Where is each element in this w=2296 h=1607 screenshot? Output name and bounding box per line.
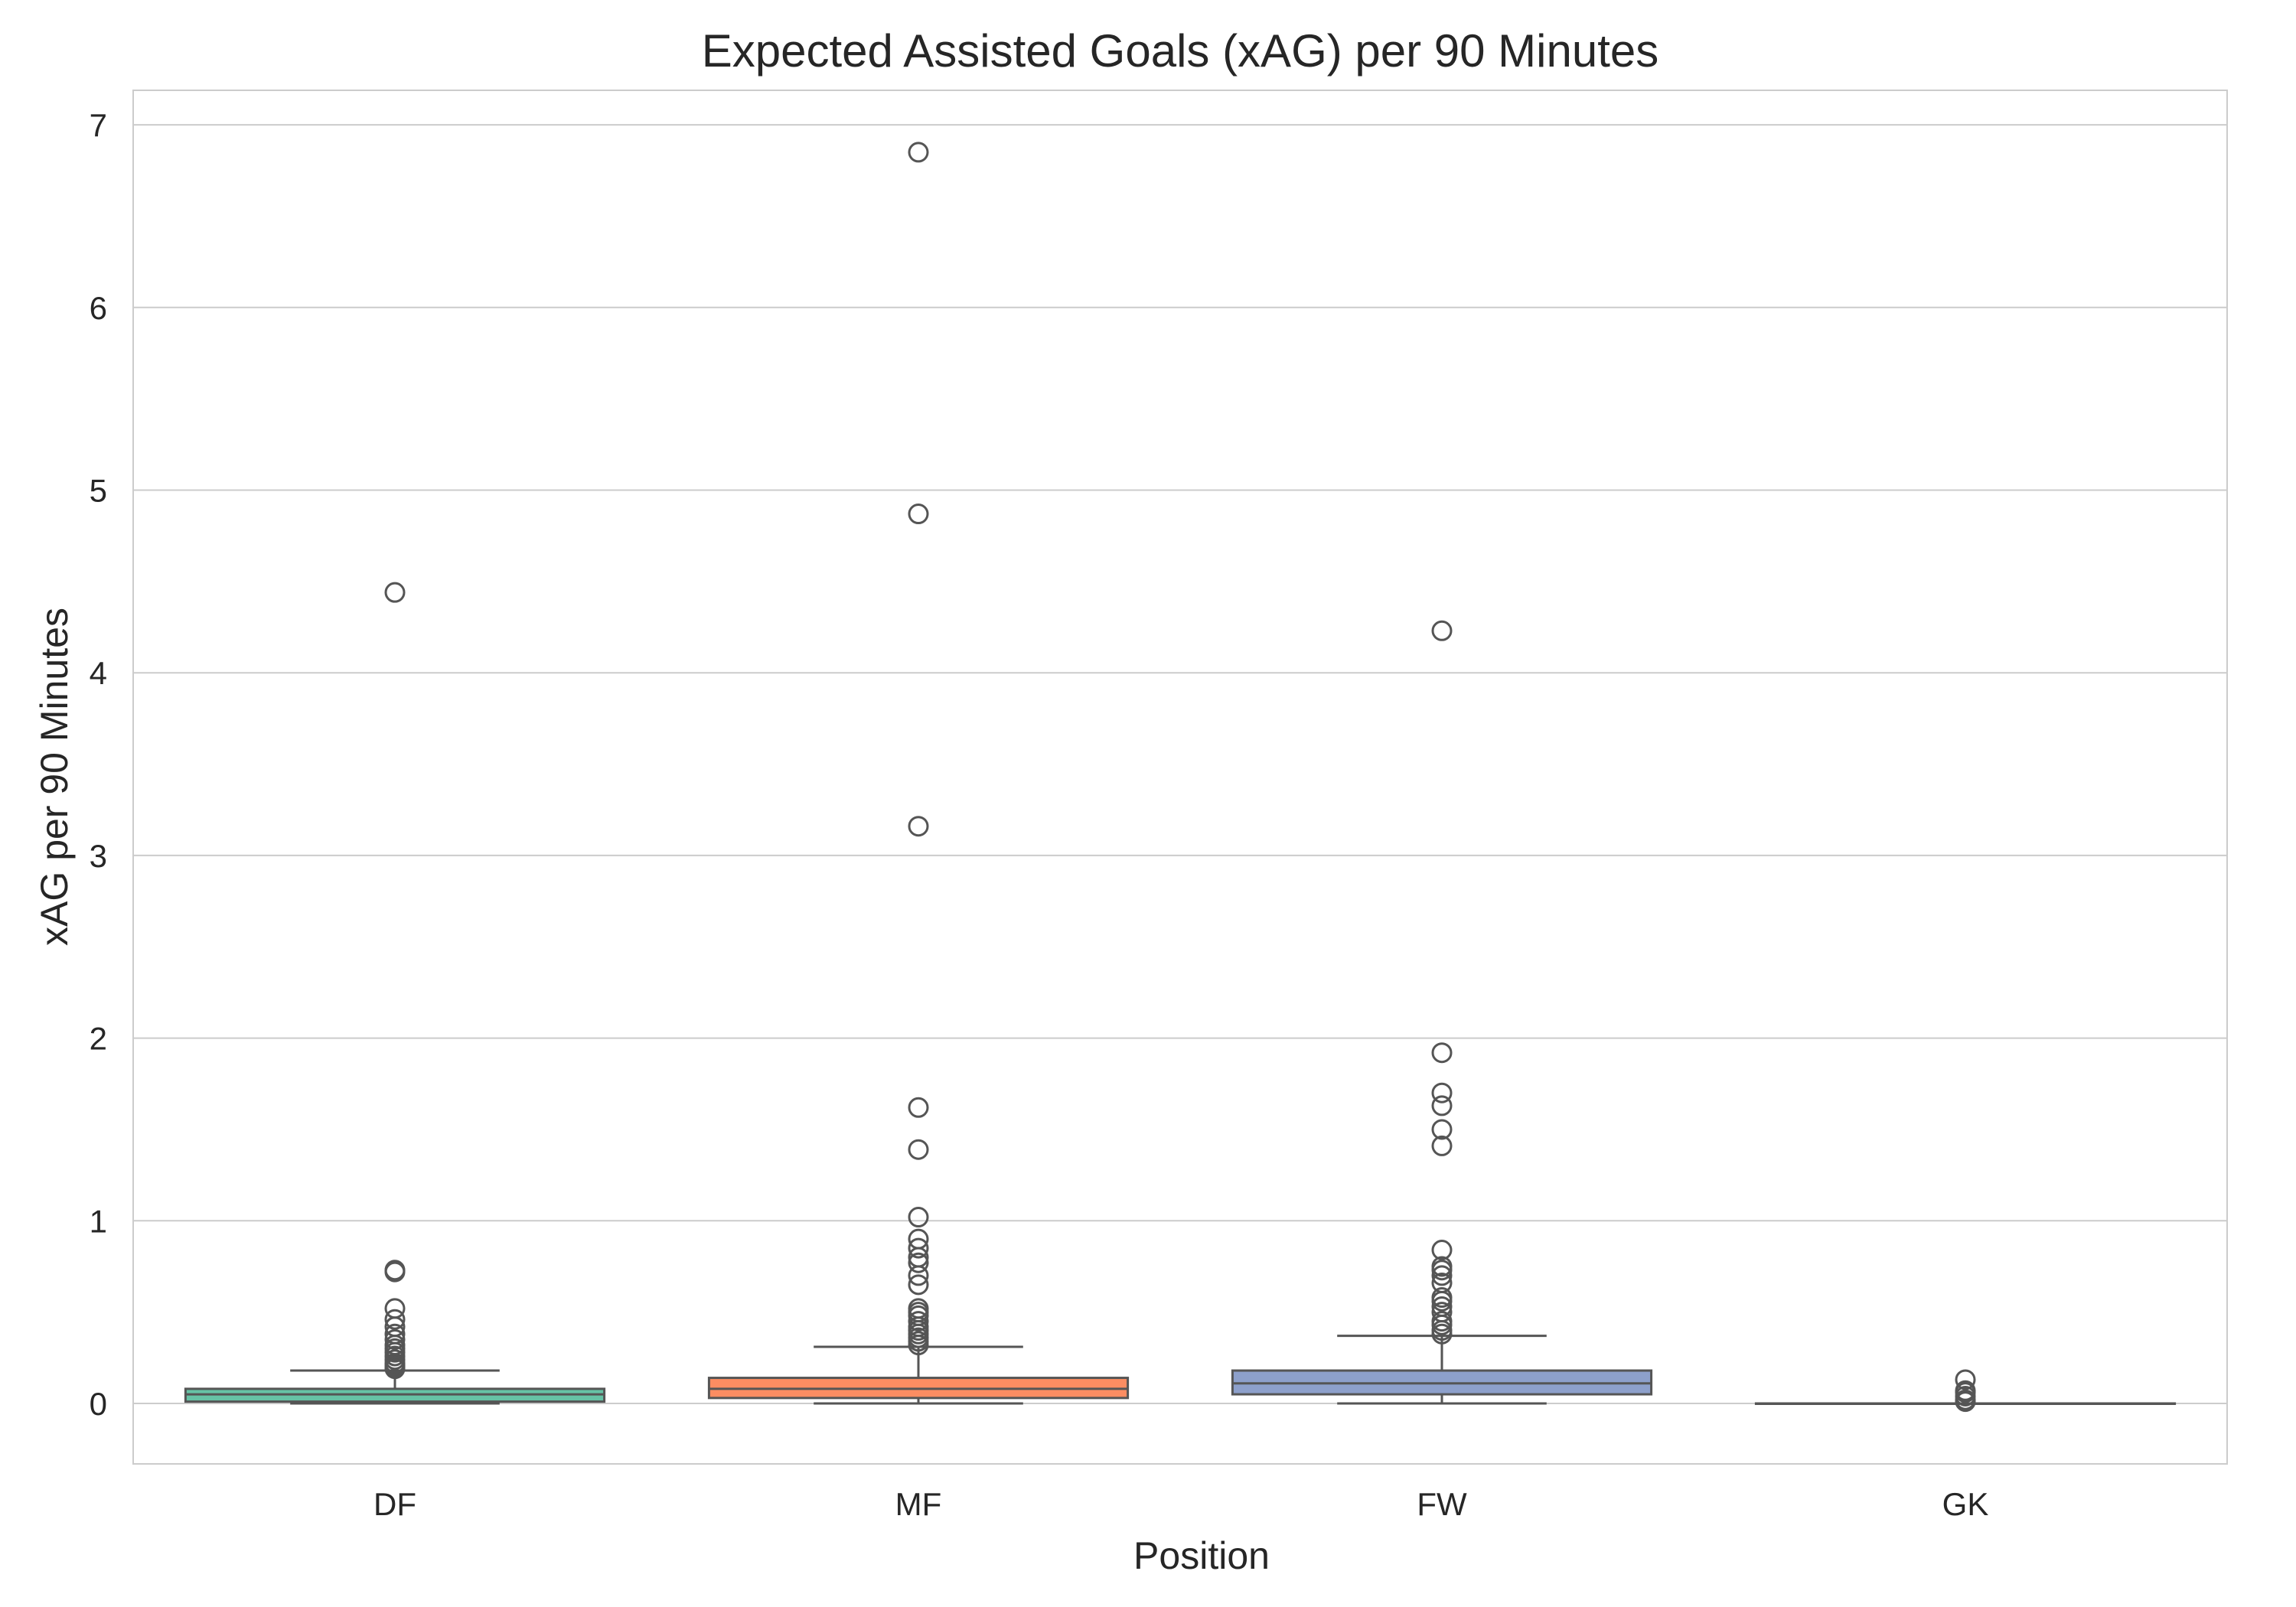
outlier-point-fw-5	[1431, 1296, 1453, 1317]
box-group-mf	[707, 142, 1130, 1405]
x-tick-label-fw: FW	[1417, 1486, 1467, 1522]
chart-title: Expected Assisted Goals (xAG) per 90 Min…	[702, 25, 1659, 77]
outlier-point-fw-15	[1431, 1095, 1453, 1116]
y-tick-label-4: 4	[90, 655, 107, 691]
outlier-point-fw-4	[1431, 1302, 1453, 1323]
outlier-point-df-10	[384, 1323, 406, 1345]
outlier-point-mf-9	[908, 1298, 929, 1319]
outlier-point-fw-17	[1431, 1042, 1453, 1064]
y-tick-label-7: 7	[90, 107, 107, 143]
outlier-point-mf-14	[908, 1237, 929, 1259]
y-tick-label-1: 1	[90, 1203, 107, 1239]
y-tick-label-3: 3	[90, 838, 107, 874]
outlier-point-fw-12	[1431, 1239, 1453, 1260]
outlier-point-gk-4	[1955, 1380, 1976, 1401]
outlier-point-mf-15	[908, 1228, 929, 1250]
outlier-point-df-15	[384, 1260, 406, 1281]
x-axis-ticks: DF MF FW GK	[373, 1486, 1988, 1522]
outlier-point-fw-3	[1431, 1311, 1453, 1332]
outlier-point-mf-16	[908, 1207, 929, 1228]
box-series	[184, 142, 2177, 1413]
outlier-point-mf-17	[908, 1139, 929, 1160]
outlier-point-df-13	[384, 1298, 406, 1319]
outlier-point-fw-7	[1431, 1287, 1453, 1309]
outlier-point-mf-21	[908, 142, 929, 163]
outlier-point-mf-6	[908, 1311, 929, 1332]
outlier-point-df-16	[384, 582, 406, 603]
x-tick-label-mf: MF	[895, 1486, 942, 1522]
outlier-point-df-12	[384, 1309, 406, 1330]
outlier-point-fw-18	[1431, 620, 1453, 641]
y-tick-label-5: 5	[90, 473, 107, 509]
outlier-point-mf-19	[908, 816, 929, 837]
y-tick-label-0: 0	[90, 1386, 107, 1422]
outlier-point-fw-8	[1431, 1272, 1453, 1293]
y-tick-label-2: 2	[90, 1021, 107, 1057]
plot-area-frame	[132, 90, 2228, 1465]
box-group-gk	[1754, 1369, 2177, 1413]
box-group-df	[184, 582, 606, 1405]
y-axis-label: xAG per 90 Minutes	[33, 608, 76, 946]
x-axis-label: Position	[1133, 1534, 1270, 1577]
outlier-point-gk-5	[1955, 1369, 1976, 1390]
outlier-point-fw-9	[1431, 1265, 1453, 1286]
y-tick-label-6: 6	[90, 290, 107, 326]
outlier-point-mf-20	[908, 504, 929, 525]
gridlines	[133, 124, 2227, 1404]
outlier-point-mf-18	[908, 1097, 929, 1118]
x-tick-label-df: DF	[373, 1486, 416, 1522]
outlier-point-fw-13	[1431, 1135, 1453, 1156]
outlier-point-fw-16	[1431, 1082, 1453, 1103]
outlier-point-fw-11	[1431, 1256, 1453, 1277]
y-axis-ticks: 0 1 2 3 4 5 6 7	[90, 107, 107, 1422]
outlier-point-mf-12	[908, 1252, 929, 1273]
outlier-point-mf-10	[908, 1274, 929, 1296]
outlier-point-df-9	[384, 1328, 406, 1350]
box-group-fw	[1231, 620, 1653, 1405]
outlier-point-fw-14	[1431, 1119, 1453, 1140]
x-tick-label-gk: GK	[1942, 1486, 1989, 1522]
